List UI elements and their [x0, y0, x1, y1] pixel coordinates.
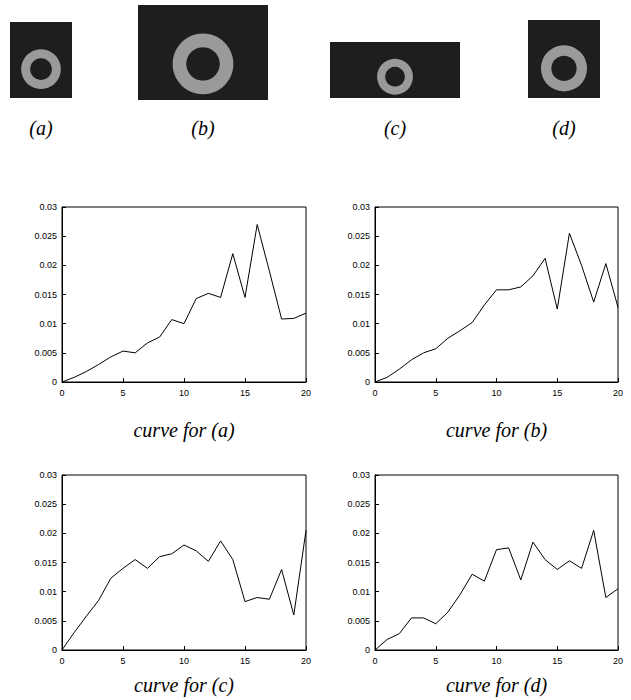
svg-text:0.02: 0.02: [39, 260, 57, 270]
svg-text:0.03: 0.03: [352, 202, 370, 212]
svg-text:(c): (c): [384, 117, 407, 140]
svg-text:0.015: 0.015: [34, 290, 57, 300]
svg-text:0: 0: [52, 645, 57, 655]
svg-text:0.025: 0.025: [347, 231, 370, 241]
svg-text:curve for (d): curve for (d): [446, 674, 547, 697]
svg-text:curve for (b): curve for (b): [446, 419, 547, 442]
svg-text:20: 20: [301, 656, 311, 666]
svg-text:0.01: 0.01: [352, 319, 370, 329]
svg-text:20: 20: [301, 388, 311, 398]
svg-text:0.01: 0.01: [39, 587, 57, 597]
svg-text:15: 15: [240, 656, 250, 666]
svg-text:5: 5: [433, 388, 438, 398]
svg-text:0: 0: [372, 388, 377, 398]
svg-text:5: 5: [433, 656, 438, 666]
svg-text:(d): (d): [552, 117, 576, 140]
svg-text:10: 10: [491, 388, 501, 398]
svg-text:0.01: 0.01: [352, 587, 370, 597]
svg-text:0.02: 0.02: [39, 528, 57, 538]
svg-text:5: 5: [120, 656, 125, 666]
svg-text:0.005: 0.005: [347, 616, 370, 626]
svg-text:20: 20: [613, 388, 623, 398]
svg-text:0.015: 0.015: [347, 290, 370, 300]
svg-text:0: 0: [372, 656, 377, 666]
svg-text:15: 15: [552, 656, 562, 666]
svg-text:curve for (a): curve for (a): [133, 419, 234, 442]
svg-text:0.005: 0.005: [347, 348, 370, 358]
svg-text:10: 10: [179, 388, 189, 398]
svg-text:0.005: 0.005: [34, 348, 57, 358]
svg-text:0.015: 0.015: [34, 558, 57, 568]
svg-text:curve for (c): curve for (c): [134, 674, 234, 697]
svg-text:15: 15: [552, 388, 562, 398]
svg-text:0.01: 0.01: [39, 319, 57, 329]
svg-text:0.03: 0.03: [39, 470, 57, 480]
svg-text:0.02: 0.02: [352, 528, 370, 538]
svg-text:0.02: 0.02: [352, 260, 370, 270]
svg-text:20: 20: [613, 656, 623, 666]
svg-text:0: 0: [365, 377, 370, 387]
svg-text:10: 10: [179, 656, 189, 666]
svg-text:0.025: 0.025: [347, 499, 370, 509]
svg-text:(b): (b): [191, 117, 215, 140]
svg-text:0.005: 0.005: [34, 616, 57, 626]
svg-text:10: 10: [491, 656, 501, 666]
svg-text:0.025: 0.025: [34, 231, 57, 241]
svg-text:15: 15: [240, 388, 250, 398]
svg-text:0: 0: [365, 645, 370, 655]
svg-text:5: 5: [120, 388, 125, 398]
svg-text:0.03: 0.03: [352, 470, 370, 480]
svg-text:0.015: 0.015: [347, 558, 370, 568]
svg-text:0.025: 0.025: [34, 499, 57, 509]
svg-text:(a): (a): [29, 117, 53, 140]
svg-text:0.03: 0.03: [39, 202, 57, 212]
svg-text:0: 0: [52, 377, 57, 387]
svg-text:0: 0: [59, 656, 64, 666]
svg-text:0: 0: [59, 388, 64, 398]
